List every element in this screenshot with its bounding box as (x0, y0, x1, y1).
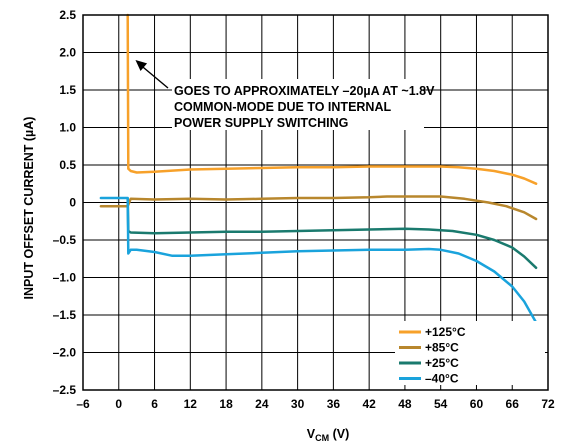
x-tick-label: 42 (362, 397, 376, 411)
y-tick-label: 2.0 (59, 46, 76, 60)
x-tick-labels: –6 0 6 12 18 24 30 36 42 48 54 60 66 72 (76, 397, 555, 411)
annotation-arrowhead (135, 60, 148, 71)
series-line-2 (126, 197, 538, 270)
legend: +125°C +85°C+25°C –40°C (395, 321, 545, 386)
x-axis-title: VCM (V) (307, 427, 349, 443)
annotation-arrow (140, 64, 169, 89)
x-axis-title-main: V (307, 427, 316, 441)
x-tick-label: 60 (470, 397, 484, 411)
legend-label-3: –40°C (425, 372, 459, 386)
y-tick-label: 1.5 (59, 83, 76, 97)
y-tick-labels: 2.5 2.0 1.5 1.0 0.5 0 –0.5 –1.0 –1.5 –2.0 –2.5 (53, 8, 77, 397)
x-tick-label: 0 (115, 397, 122, 411)
x-tick-label: 72 (541, 397, 555, 411)
annotation-line-2: COMMON-MODE DUE TO INTERNAL (174, 100, 391, 114)
x-tick-label: 48 (398, 397, 412, 411)
x-tick-label: –6 (76, 397, 90, 411)
x-tick-label: 6 (151, 397, 158, 411)
annotation-background (172, 79, 424, 130)
x-tick-label: 36 (327, 397, 341, 411)
series-line-0 (126, 13, 538, 185)
x-axis-title-unit: (V) (329, 427, 349, 441)
legend-label-1: +85°C (425, 341, 459, 355)
annotation-line-3: POWER SUPPLY SWITCHING (174, 116, 348, 130)
x-tick-label: 30 (291, 397, 305, 411)
plot-frame (82, 14, 549, 391)
x-tick-label: 54 (434, 397, 448, 411)
series-line-1 (99, 195, 538, 221)
x-axis-title-sub: CM (315, 433, 329, 443)
y-tick-label: –2.5 (53, 383, 77, 397)
y-tick-label: 1.0 (59, 121, 76, 135)
plot-border (82, 14, 549, 391)
series-line-3 (99, 196, 538, 324)
legend-label-2: +25°C (425, 356, 459, 370)
y-tick-label: –0.5 (53, 233, 77, 247)
y-tick-label: 0.5 (59, 158, 76, 172)
series-layer (99, 13, 538, 324)
x-tick-label: 66 (506, 397, 520, 411)
annotation-line-1: GOES TO APPROXIMATELY –20µA AT ~1.8V (174, 84, 435, 98)
y-tick-label: 0 (69, 196, 76, 210)
y-tick-label: –1.5 (53, 308, 77, 322)
y-tick-label: –2.0 (53, 346, 77, 360)
y-tick-label: –1.0 (53, 271, 77, 285)
x-tick-label: 18 (219, 397, 233, 411)
x-tick-label: 24 (255, 397, 269, 411)
legend-label-0: +125°C (425, 325, 466, 339)
y-axis-title: INPUT OFFSET CURRENT (µA) (22, 117, 36, 300)
annotation: GOES TO APPROXIMATELY –20µA AT ~1.8V COM… (135, 60, 435, 130)
y-tick-label: 2.5 (59, 8, 76, 22)
x-tick-label: 12 (184, 397, 198, 411)
